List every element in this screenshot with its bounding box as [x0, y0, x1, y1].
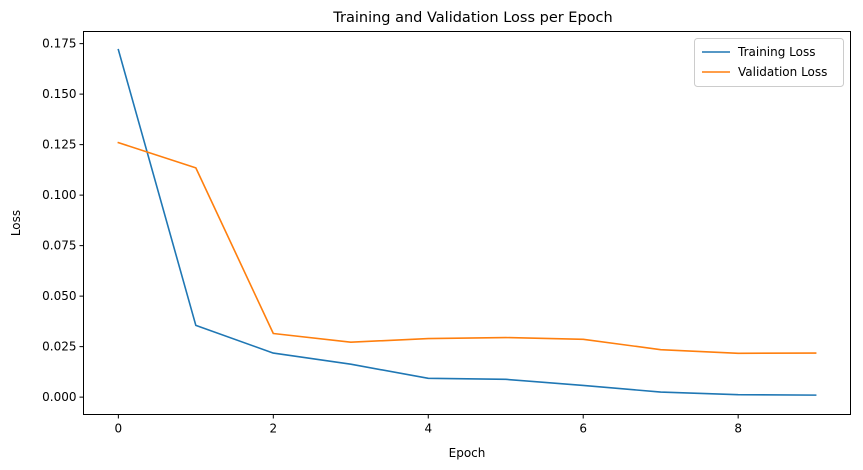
- series-line-training-loss: [117, 48, 817, 396]
- axes-frame: [83, 31, 851, 415]
- legend-box: [694, 38, 844, 87]
- legend-label-validation-loss: Validation Loss: [738, 65, 827, 79]
- x-tick-label: 8: [734, 422, 742, 436]
- legend: Training Loss Validation Loss: [694, 38, 844, 87]
- y-tick-label: 0.125: [42, 138, 76, 152]
- y-tick-label: 0.100: [42, 188, 76, 202]
- x-tick-label: 6: [579, 422, 587, 436]
- y-tick-label: 0.075: [42, 239, 76, 253]
- y-tick-label: 0.050: [42, 289, 76, 303]
- axis-ticks: 0 2 4 6 8 0.000 0.025 0.050 0.075 0.100 0.125 0.150…: [42, 37, 742, 436]
- y-tick-label: 0.175: [42, 37, 76, 51]
- x-tick-label: 2: [269, 422, 277, 436]
- chart-title: Training and Validation Loss per Epoch: [332, 10, 612, 26]
- y-tick-label: 0.000: [42, 390, 76, 404]
- plot-area: [117, 48, 817, 396]
- legend-label-training-loss: Training Loss: [737, 45, 815, 59]
- series-line-validation-loss: [117, 141, 817, 355]
- y-tick-label: 0.150: [42, 87, 76, 101]
- x-tick-label: 4: [424, 422, 432, 436]
- y-tick-label: 0.025: [42, 340, 76, 354]
- x-tick-label: 0: [115, 422, 123, 436]
- y-axis-label: Loss: [9, 210, 23, 236]
- x-axis-label: Epoch: [449, 446, 486, 460]
